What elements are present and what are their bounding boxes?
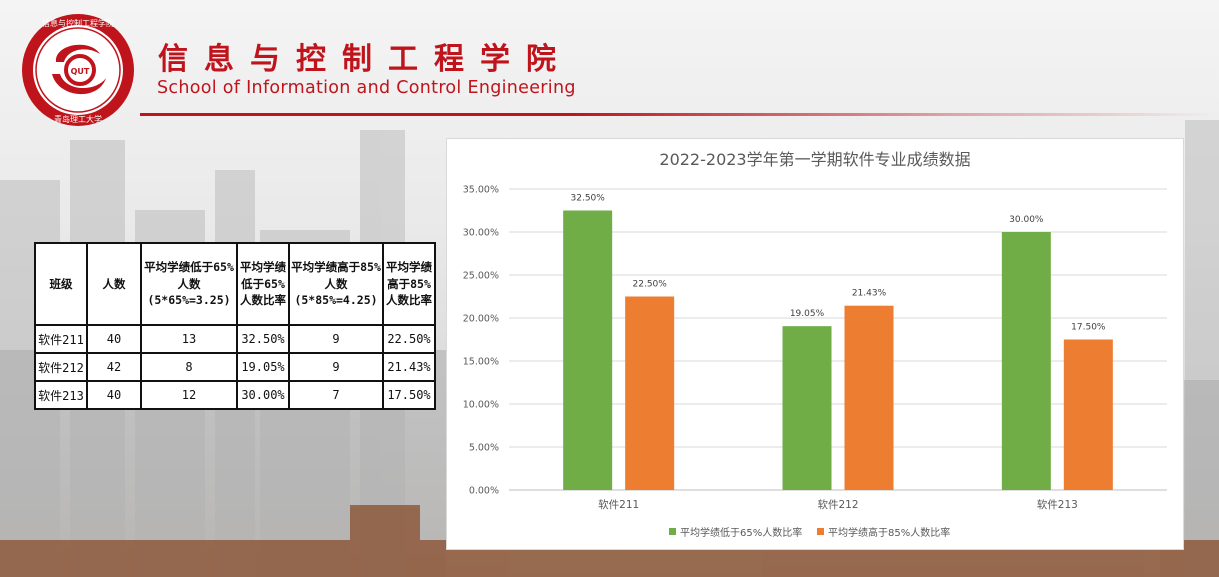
table-cell: 8 bbox=[140, 352, 238, 382]
legend-swatch bbox=[669, 528, 676, 535]
y-tick-label: 25.00% bbox=[463, 271, 499, 282]
header-line: 人数 bbox=[177, 276, 201, 291]
table-header-3: 平均学绩低于65% 人数比率 bbox=[236, 242, 290, 326]
table-cell: 9 bbox=[288, 352, 384, 382]
y-tick-label: 0.00% bbox=[469, 486, 499, 497]
table-cell: 软件213 bbox=[34, 380, 88, 410]
table-header-0: 班级 bbox=[34, 242, 88, 326]
header-line: 人数比率 bbox=[240, 293, 286, 308]
data-label: 19.05% bbox=[790, 309, 825, 319]
table-cell: 9 bbox=[288, 324, 384, 354]
header-line: 平均学绩低于65% bbox=[144, 259, 234, 274]
table-row: 软件212 42 8 19.05% 9 21.43% bbox=[34, 352, 436, 382]
data-label: 22.50% bbox=[633, 280, 668, 290]
table-header-4: 平均学绩高于85% 人数 (5*85%=4.25) bbox=[288, 242, 384, 326]
table-row: 软件211 40 13 32.50% 9 22.50% bbox=[34, 324, 436, 354]
x-tick-label: 软件211 bbox=[598, 498, 639, 511]
bar-below65 bbox=[563, 210, 613, 490]
table-cell: 12 bbox=[140, 380, 238, 410]
grade-table-container: 班级 人数 平均学绩低于65% 人数 (5*65%=3.25) 平均学绩 低于65% 人数比率… bbox=[34, 242, 436, 410]
table-header-1: 人数 bbox=[86, 242, 142, 326]
school-title-english: School of Information and Control Engine… bbox=[157, 78, 576, 98]
table-cell: 17.50% bbox=[382, 380, 436, 410]
header-line: 人数比率 bbox=[386, 293, 432, 308]
header-line: (5*65%=3.25) bbox=[147, 293, 231, 308]
table-cell: 32.50% bbox=[236, 324, 290, 354]
data-label: 17.50% bbox=[1071, 323, 1106, 333]
table-cell: 22.50% bbox=[382, 324, 436, 354]
x-tick-label: 软件213 bbox=[1037, 498, 1078, 511]
legend-entry: 平均学绩高于85%人数比率 bbox=[828, 526, 950, 539]
header: QUT 信息与控制工程学院 青岛理工大学 信息与控制工程学院 School of… bbox=[0, 0, 1219, 130]
bar-below65 bbox=[782, 326, 832, 490]
table-cell: 30.00% bbox=[236, 380, 290, 410]
logo-bottom-text: 青岛理工大学 bbox=[54, 114, 102, 124]
chart-title: 2022-2023学年第一学期软件专业成绩数据 bbox=[659, 150, 970, 169]
x-tick-label: 软件212 bbox=[817, 498, 858, 511]
table-header-2: 平均学绩低于65% 人数 (5*65%=3.25) bbox=[140, 242, 238, 326]
table-cell: 软件211 bbox=[34, 324, 88, 354]
legend-entry: 平均学绩低于65%人数比率 bbox=[680, 526, 802, 539]
logo-ring-text: 信息与控制工程学院 bbox=[42, 18, 114, 28]
table-cell: 7 bbox=[288, 380, 384, 410]
bar-above85 bbox=[844, 305, 894, 490]
y-tick-label: 20.00% bbox=[463, 314, 499, 325]
y-tick-label: 15.00% bbox=[463, 357, 499, 368]
school-title-chinese: 信息与控制工程学院 bbox=[158, 42, 572, 77]
header-line: 平均学绩 bbox=[386, 259, 432, 274]
school-logo: QUT 信息与控制工程学院 青岛理工大学 bbox=[22, 14, 134, 126]
y-tick-label: 35.00% bbox=[463, 185, 499, 196]
bar-chart: 2022-2023学年第一学期软件专业成绩数据 0.00% 5.00% 10.00% 1… bbox=[463, 150, 1167, 539]
bar-below65 bbox=[1001, 232, 1051, 490]
header-line: 低于65% bbox=[241, 276, 285, 291]
chart-panel: 2022-2023学年第一学期软件专业成绩数据 0.00% 5.00% 10.00% 1… bbox=[446, 138, 1184, 550]
table-cell: 软件212 bbox=[34, 352, 88, 382]
table-cell: 42 bbox=[86, 352, 142, 382]
y-tick-label: 10.00% bbox=[463, 400, 499, 411]
data-label: 32.50% bbox=[571, 194, 606, 204]
table-cell: 40 bbox=[86, 380, 142, 410]
header-line: 平均学绩 bbox=[240, 259, 286, 274]
table-header-row: 班级 人数 平均学绩低于65% 人数 (5*65%=3.25) 平均学绩 低于65% 人数比率… bbox=[34, 242, 436, 326]
table-cell: 40 bbox=[86, 324, 142, 354]
y-tick-label: 30.00% bbox=[463, 228, 499, 239]
header-divider bbox=[140, 113, 1219, 116]
header-line: (5*85%=4.25) bbox=[294, 293, 378, 308]
legend-swatch bbox=[817, 528, 824, 535]
table-body: 软件211 40 13 32.50% 9 22.50% 软件212 42 8 19.05% 9 21.… bbox=[34, 324, 436, 410]
table-header-5: 平均学绩高于85% 人数比率 bbox=[382, 242, 436, 326]
table-cell: 21.43% bbox=[382, 352, 436, 382]
table-row: 软件213 40 12 30.00% 7 17.50% bbox=[34, 380, 436, 410]
y-tick-label: 5.00% bbox=[469, 443, 499, 454]
header-line: 平均学绩高于85% bbox=[291, 259, 381, 274]
bar-above85 bbox=[625, 296, 675, 490]
logo-center-text: QUT bbox=[71, 67, 90, 76]
bar-above85 bbox=[1063, 339, 1113, 490]
header-line: 人数 bbox=[102, 276, 126, 291]
table-cell: 19.05% bbox=[236, 352, 290, 382]
grade-table: 班级 人数 平均学绩低于65% 人数 (5*65%=3.25) 平均学绩 低于65% 人数比率… bbox=[34, 242, 436, 410]
table-cell: 13 bbox=[140, 324, 238, 354]
header-line: 班级 bbox=[49, 276, 73, 291]
data-label: 21.43% bbox=[852, 289, 887, 299]
header-line: 人数 bbox=[324, 276, 348, 291]
header-line: 高于85% bbox=[387, 276, 431, 291]
data-label: 30.00% bbox=[1009, 215, 1044, 225]
